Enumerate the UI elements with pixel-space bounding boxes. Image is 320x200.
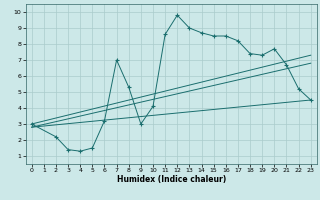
X-axis label: Humidex (Indice chaleur): Humidex (Indice chaleur) (116, 175, 226, 184)
